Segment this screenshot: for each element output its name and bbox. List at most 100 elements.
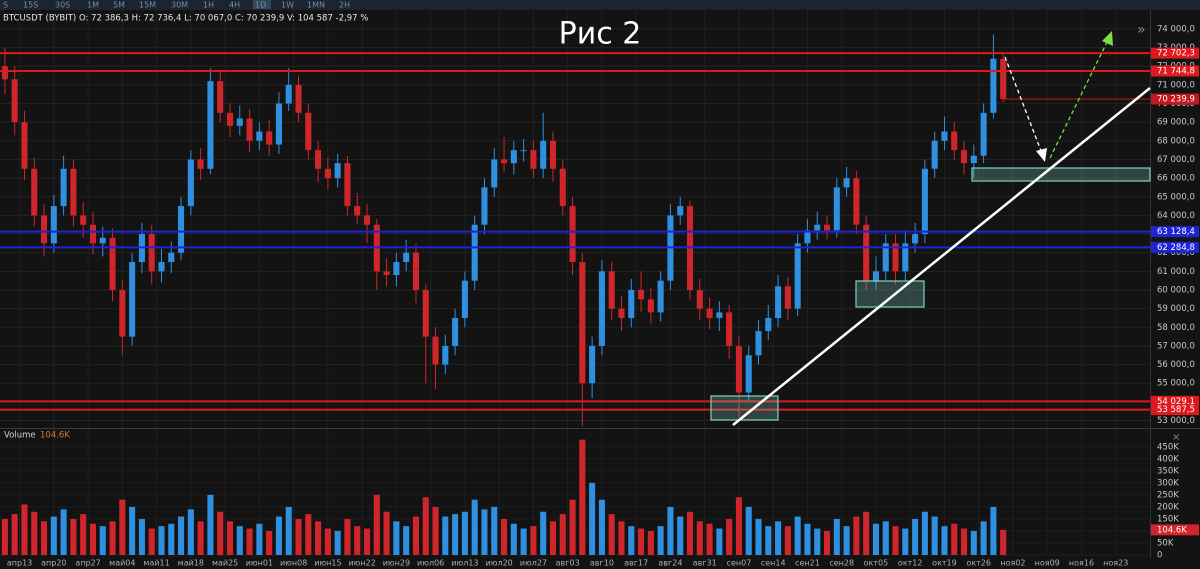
candle-body	[344, 163, 351, 207]
volume-bar	[892, 526, 899, 555]
volume-bar	[520, 528, 527, 555]
volume-bar	[843, 526, 850, 555]
y-tick-label: 58 000,0	[1157, 323, 1195, 333]
timeframe-button[interactable]: 5M	[113, 1, 125, 10]
timeframe-button[interactable]: 1MN	[307, 1, 325, 10]
x-tick-label: июл27	[520, 559, 547, 568]
candle-body	[432, 336, 439, 365]
x-tick-label: апр20	[41, 559, 66, 568]
volume-bar	[80, 514, 87, 555]
volume-last: 104.6K	[40, 431, 70, 441]
volume-bar	[608, 514, 615, 555]
timeframe-button[interactable]: 30S	[55, 1, 70, 10]
x-tick-label: авг03	[556, 559, 580, 568]
volume-bar	[354, 526, 361, 555]
candle-body	[481, 187, 488, 225]
volume-bar	[158, 526, 165, 555]
level-label-box	[1151, 47, 1199, 59]
volume-bar	[226, 521, 234, 555]
candle-body	[1, 66, 8, 80]
timeframe-button[interactable]: 30M	[171, 1, 188, 10]
volume-bar	[647, 530, 654, 555]
candle-body	[755, 331, 762, 356]
volume-bar	[735, 497, 742, 555]
x-tick-label: сен07	[727, 559, 752, 568]
volume-bar	[882, 521, 889, 555]
volume-bar	[491, 506, 498, 555]
candle-body	[256, 131, 263, 141]
volume-tick-label: 50K	[1157, 538, 1174, 548]
volume-bar	[706, 523, 713, 555]
x-tick-label: июн15	[314, 559, 341, 568]
volume-bar	[951, 523, 958, 555]
volume-bar	[804, 523, 811, 555]
volume-bar	[422, 497, 429, 555]
timeframe-button[interactable]: 15S	[23, 1, 38, 10]
candle-body	[638, 290, 645, 300]
level-label-box	[1151, 395, 1199, 407]
timeframe-button[interactable]: 1M	[87, 1, 99, 10]
candle-body	[315, 150, 322, 169]
timeframe-button[interactable]: 1H	[203, 1, 214, 10]
level-label-box	[1151, 226, 1199, 238]
volume-bar	[403, 526, 410, 555]
candle-body	[696, 290, 703, 309]
y-tick-label: 53 000,0	[1157, 416, 1195, 426]
timeframe-button[interactable]: S	[3, 1, 8, 10]
candle-body	[178, 206, 185, 253]
x-tick-label: апр27	[75, 559, 100, 568]
candle-body	[70, 168, 77, 216]
timeframe-button[interactable]: 1D	[255, 1, 266, 10]
volume-bar	[902, 528, 909, 555]
timeframe-button[interactable]: 15M	[139, 1, 156, 10]
volume-bar	[207, 494, 214, 555]
volume-tick-label: 400K	[1157, 454, 1179, 464]
close-pane[interactable]: ×	[1172, 432, 1180, 443]
volume-bar	[765, 526, 772, 555]
candle-body	[912, 234, 919, 244]
candle-body	[941, 131, 948, 141]
volume-bar	[618, 521, 625, 555]
volume-bar	[501, 518, 508, 555]
y-tick-label: 68 000,0	[1157, 136, 1195, 146]
volume-bar	[530, 526, 537, 555]
volume-bar	[50, 516, 57, 555]
x-tick-label: ноя16	[1069, 559, 1094, 568]
candle-body	[745, 355, 752, 393]
y-tick-label: 74 000,0	[1157, 24, 1195, 34]
candle-body	[99, 237, 106, 244]
candle-body	[814, 224, 821, 231]
volume-bar	[138, 518, 145, 555]
candle-body	[158, 262, 165, 272]
timeframe-button[interactable]: 4H	[229, 1, 240, 10]
candle-body	[31, 168, 38, 216]
level-label: 72 702,3	[1157, 49, 1195, 59]
volume-bar	[941, 526, 948, 555]
y-tick-label: 66 000,0	[1157, 174, 1195, 184]
candle-body	[549, 140, 557, 169]
candle-body	[853, 178, 860, 225]
candle-body	[89, 224, 97, 244]
candle-body	[579, 262, 586, 384]
level-label: 71 744,8	[1157, 66, 1195, 76]
timeframe-button[interactable]: 1W	[281, 1, 294, 10]
candle-body	[246, 118, 253, 141]
volume-bar	[540, 511, 547, 555]
arrow-head	[1102, 31, 1113, 46]
candle-body	[305, 112, 312, 151]
candle-body	[833, 187, 840, 231]
volume-bar	[970, 530, 977, 555]
timeframe-button[interactable]: 2H	[339, 1, 350, 10]
expand-icon[interactable]: »	[1137, 22, 1146, 38]
volume-bar	[823, 530, 831, 555]
x-tick-label: окт19	[932, 559, 957, 568]
volume-bar	[872, 523, 879, 555]
volume-bar	[1000, 529, 1007, 555]
chart-title: Рис 2	[559, 17, 642, 52]
x-tick-label: июн01	[246, 559, 273, 568]
candle-body	[765, 317, 772, 332]
volume-bar	[334, 530, 341, 555]
y-tick-label: 56 000,0	[1157, 360, 1195, 370]
candle-body	[931, 140, 938, 169]
